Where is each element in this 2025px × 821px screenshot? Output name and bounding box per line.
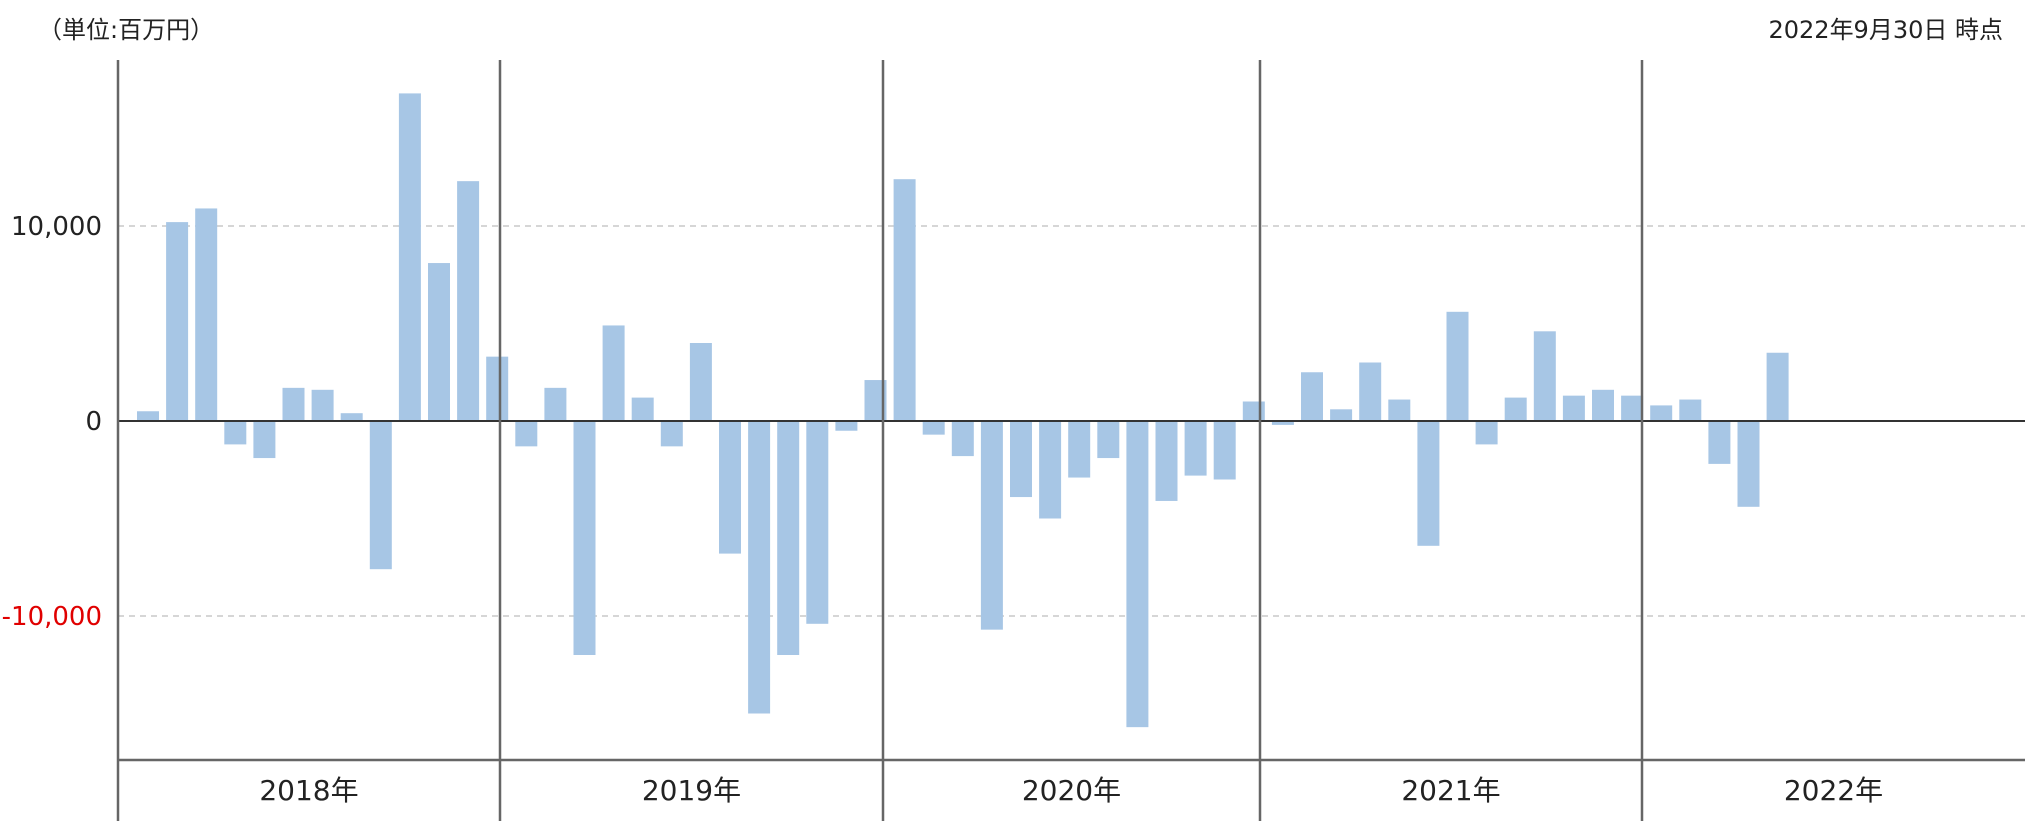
bar bbox=[689, 343, 712, 421]
bar bbox=[1475, 421, 1498, 445]
bar bbox=[1068, 421, 1091, 478]
bar bbox=[835, 421, 858, 431]
unit-label: （単位:百万円） bbox=[38, 16, 215, 44]
bar bbox=[457, 181, 480, 421]
bar bbox=[1126, 421, 1149, 728]
bar bbox=[951, 421, 974, 457]
bar bbox=[137, 411, 159, 421]
bar bbox=[1359, 362, 1382, 421]
bar bbox=[1417, 421, 1440, 546]
bar bbox=[340, 413, 363, 421]
bar bbox=[573, 421, 596, 655]
bar bbox=[1504, 397, 1527, 421]
bar bbox=[398, 93, 421, 422]
bar bbox=[1650, 405, 1673, 421]
bar bbox=[166, 222, 189, 421]
bar bbox=[1766, 352, 1789, 421]
x-tick-label: 2021年 bbox=[1401, 774, 1500, 807]
bar bbox=[1097, 421, 1120, 459]
bar bbox=[515, 421, 538, 447]
bar bbox=[893, 179, 916, 421]
as-of-date-label: 2022年9月30日 時点 bbox=[1768, 16, 2003, 44]
bar bbox=[1010, 421, 1032, 498]
bar bbox=[195, 208, 218, 421]
bar bbox=[1301, 372, 1323, 421]
bar bbox=[253, 421, 276, 459]
bar bbox=[1039, 421, 1062, 519]
bar bbox=[922, 421, 945, 435]
bar bbox=[1708, 421, 1731, 464]
bar bbox=[777, 421, 800, 655]
bar bbox=[864, 380, 887, 421]
bar bbox=[1184, 421, 1207, 476]
y-tick-label: 10,000 bbox=[11, 212, 102, 242]
bar bbox=[428, 263, 450, 421]
bar bbox=[1621, 395, 1644, 421]
bar bbox=[544, 387, 567, 421]
bar bbox=[369, 421, 392, 570]
bar bbox=[1213, 421, 1236, 480]
x-tick-label: 2020年 bbox=[1022, 774, 1121, 807]
bar bbox=[1592, 389, 1614, 421]
bar bbox=[602, 325, 625, 421]
bar bbox=[1271, 421, 1294, 425]
bar bbox=[1533, 331, 1556, 421]
bar bbox=[282, 387, 305, 421]
bar bbox=[1155, 421, 1178, 501]
bar bbox=[719, 421, 741, 554]
bar bbox=[1242, 401, 1265, 421]
bar bbox=[1388, 399, 1411, 421]
bar bbox=[1330, 409, 1353, 421]
x-tick-label: 2022年 bbox=[1784, 774, 1883, 807]
bar bbox=[1679, 399, 1702, 421]
x-tick-label: 2018年 bbox=[259, 774, 358, 807]
bar bbox=[1562, 395, 1585, 421]
bar bbox=[1737, 421, 1760, 507]
bar bbox=[980, 421, 1003, 630]
x-tick-label: 2019年 bbox=[642, 774, 741, 807]
bar bbox=[660, 421, 683, 447]
bar bbox=[486, 356, 509, 421]
bar bbox=[748, 421, 771, 714]
bar bbox=[631, 397, 654, 421]
bar bbox=[224, 421, 247, 445]
y-tick-label: -10,000 bbox=[2, 602, 102, 632]
bar bbox=[806, 421, 829, 624]
bar bbox=[311, 389, 334, 421]
y-tick-label: 0 bbox=[85, 407, 102, 437]
bar bbox=[1446, 311, 1469, 421]
